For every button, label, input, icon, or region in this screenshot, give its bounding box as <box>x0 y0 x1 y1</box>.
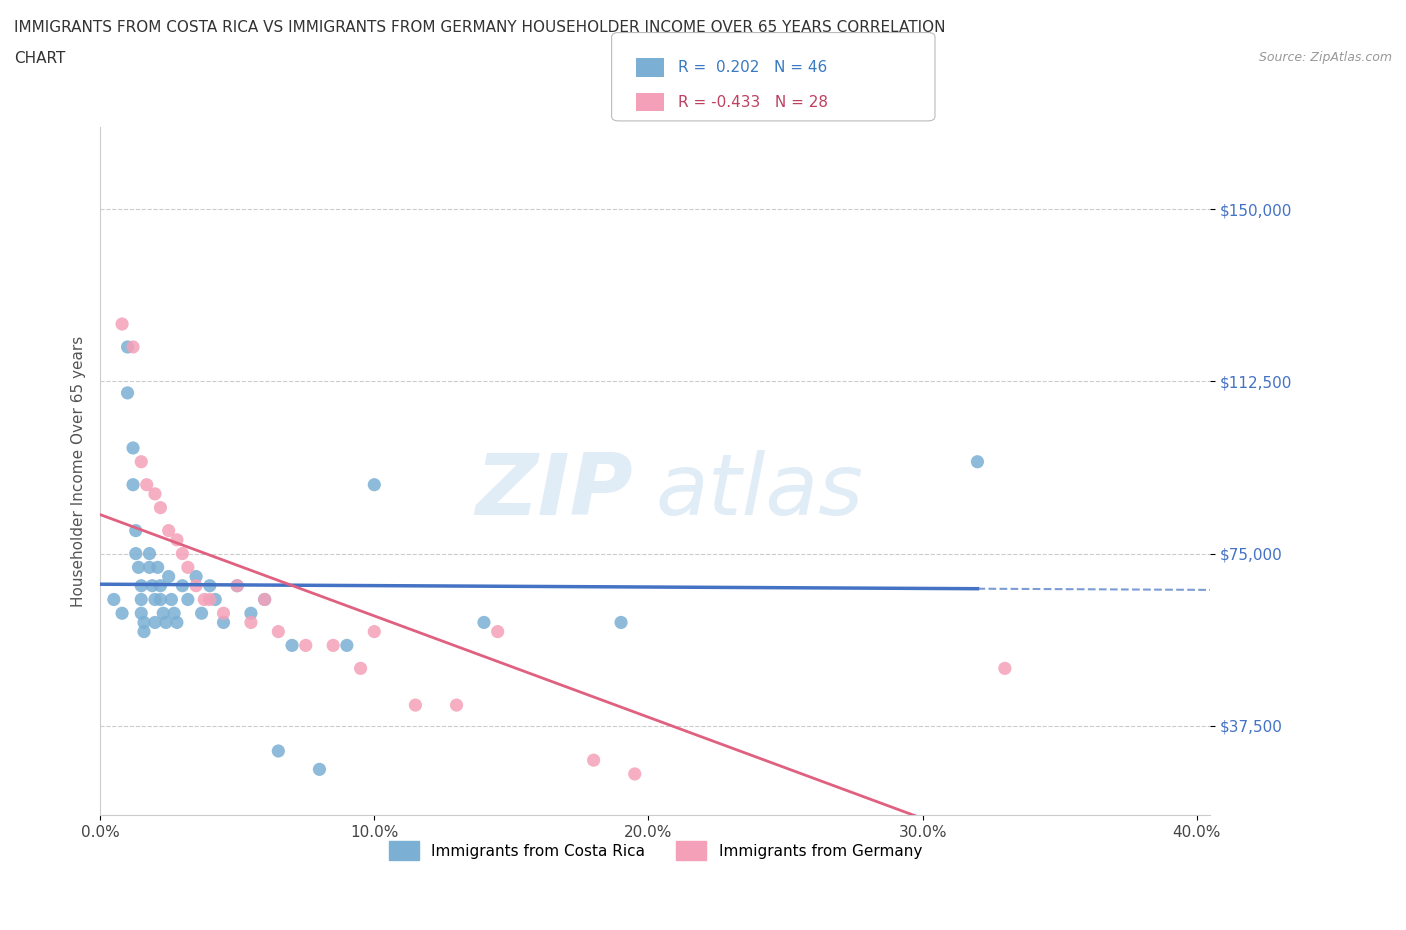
Point <box>184 569 207 584</box>
Text: IMMIGRANTS FROM COSTA RICA VS IMMIGRANTS FROM GERMANY HOUSEHOLDER INCOME OVER 65: IMMIGRANTS FROM COSTA RICA VS IMMIGRANTS… <box>14 20 946 35</box>
Point <box>111 316 134 331</box>
Text: R =  0.202   N = 46: R = 0.202 N = 46 <box>678 60 827 74</box>
Text: CHART: CHART <box>14 51 66 66</box>
Text: R = -0.433   N = 28: R = -0.433 N = 28 <box>678 95 828 110</box>
Point <box>253 592 276 607</box>
Point <box>446 698 468 712</box>
Point <box>294 638 316 653</box>
Point <box>149 592 172 607</box>
Text: atlas: atlas <box>655 450 863 533</box>
Point <box>122 441 145 456</box>
Point <box>226 578 249 593</box>
Y-axis label: Householder Income Over 65 years: Householder Income Over 65 years <box>72 336 86 606</box>
Point <box>239 615 262 630</box>
Point <box>125 524 148 538</box>
Point <box>122 477 145 492</box>
Point <box>267 624 290 639</box>
Point <box>135 477 157 492</box>
Point <box>623 766 645 781</box>
Point <box>117 339 139 354</box>
Point <box>129 592 152 607</box>
Point <box>160 592 183 607</box>
Point <box>143 486 166 501</box>
Point <box>193 592 215 607</box>
Point <box>129 605 152 620</box>
Point <box>155 615 177 630</box>
Point <box>582 752 605 767</box>
Point <box>132 624 155 639</box>
Text: Source: ZipAtlas.com: Source: ZipAtlas.com <box>1258 51 1392 64</box>
Point <box>404 698 426 712</box>
Point <box>146 560 169 575</box>
Point <box>994 661 1017 676</box>
Point <box>141 578 163 593</box>
Point <box>122 339 145 354</box>
Point <box>157 569 180 584</box>
Point <box>363 624 385 639</box>
Point <box>132 615 155 630</box>
Point <box>163 605 186 620</box>
Point <box>267 744 290 759</box>
Point <box>143 592 166 607</box>
Point <box>472 615 495 630</box>
Point <box>125 546 148 561</box>
Point <box>149 500 172 515</box>
Point <box>172 546 194 561</box>
Point <box>198 592 221 607</box>
Point <box>610 615 633 630</box>
Point <box>111 605 134 620</box>
Point <box>138 560 160 575</box>
Point <box>184 578 207 593</box>
Point <box>166 615 188 630</box>
Point <box>103 592 125 607</box>
Point <box>204 592 226 607</box>
Point <box>149 578 172 593</box>
Point <box>117 385 139 400</box>
Point <box>129 578 152 593</box>
Point <box>336 638 359 653</box>
Point <box>138 546 160 561</box>
Point <box>308 762 330 777</box>
Point <box>157 524 180 538</box>
Text: ZIP: ZIP <box>475 450 633 533</box>
Point <box>198 578 221 593</box>
Point <box>129 455 152 470</box>
Point <box>190 605 212 620</box>
Point <box>281 638 304 653</box>
Point <box>212 615 235 630</box>
Point <box>143 615 166 630</box>
Point <box>349 661 371 676</box>
Point <box>322 638 344 653</box>
Point <box>177 592 200 607</box>
Point <box>363 477 385 492</box>
Point <box>152 605 174 620</box>
Point <box>166 532 188 547</box>
Point <box>966 455 988 470</box>
Point <box>177 560 200 575</box>
Point <box>128 560 150 575</box>
Point <box>486 624 509 639</box>
Legend: Immigrants from Costa Rica, Immigrants from Germany: Immigrants from Costa Rica, Immigrants f… <box>382 835 928 866</box>
Point <box>212 605 235 620</box>
Point <box>226 578 249 593</box>
Point <box>239 605 262 620</box>
Point <box>172 578 194 593</box>
Point <box>253 592 276 607</box>
